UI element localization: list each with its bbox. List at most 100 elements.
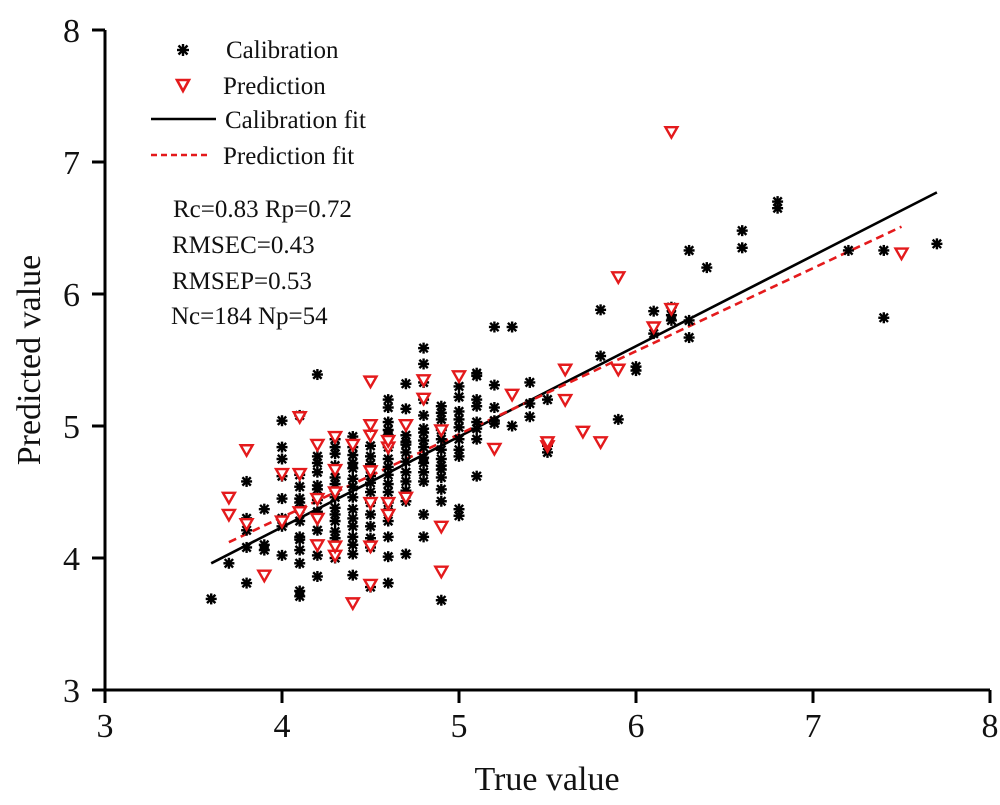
prediction-point: [557, 363, 574, 378]
calibration-point: [701, 262, 713, 274]
calibration-point: [365, 440, 376, 452]
calibration-point: [311, 570, 323, 582]
prediction-point: [256, 569, 273, 584]
calibration-point: [418, 531, 430, 543]
prediction-point: [592, 436, 609, 451]
calibration-point: [471, 470, 483, 482]
prediction-point: [220, 491, 237, 506]
x-ticks: 3 4 5 6 7 8: [97, 690, 999, 745]
calibration-point: [294, 515, 306, 527]
calibration-point: [382, 486, 394, 498]
calibration-point: [382, 551, 394, 563]
prediction-point: [397, 418, 414, 434]
prediction-point: [273, 467, 291, 482]
calibration-point: [630, 361, 642, 373]
prediction-point: [309, 492, 326, 508]
legend-item-prediction-fit: Prediction fit: [151, 143, 354, 170]
prediction-point: [380, 434, 397, 449]
calibration-point: [488, 415, 500, 427]
prediction-point: [291, 411, 308, 426]
prediction-point: [380, 496, 397, 511]
y-tick-label: 3: [63, 673, 80, 710]
calibration-point: [347, 531, 359, 543]
calibration-point: [382, 478, 394, 490]
calibration-point: [524, 376, 536, 388]
prediction-point: [327, 540, 344, 555]
calibration-point: [400, 456, 412, 468]
prediction-fit-line: [228, 225, 903, 544]
calibration-point: [400, 475, 412, 487]
calibration-point: [736, 225, 748, 237]
calibration-point: [311, 479, 323, 491]
calibration-point: [347, 457, 359, 469]
calibration-point: [258, 503, 270, 515]
prediction-point: [309, 438, 326, 453]
calibration-point: [488, 321, 500, 333]
calibration-point: [471, 394, 483, 406]
calibration-point: [400, 403, 412, 415]
legend-label-calibration-fit: Calibration fit: [225, 107, 366, 134]
prediction-point: [362, 465, 379, 480]
prediction-point: [645, 321, 662, 336]
calibration-point: [683, 332, 695, 344]
calibration-point: [347, 520, 359, 532]
prediction-point: [291, 467, 308, 482]
prediction-point: [362, 578, 379, 593]
calibration-point: [488, 379, 500, 391]
calibration-point: [453, 413, 465, 425]
calibration-point: [595, 304, 607, 316]
calibration-point: [347, 548, 359, 560]
calibration-point: [418, 457, 430, 469]
y-tick-label: 8: [63, 13, 80, 50]
prediction-point: [344, 438, 361, 453]
calibration-point: [294, 557, 306, 569]
prediction-point: [327, 486, 344, 501]
legend-label-prediction-fit: Prediction fit: [223, 143, 354, 170]
prediction-point: [433, 565, 450, 580]
calibration-point: [506, 420, 518, 432]
calibration-point: [453, 405, 465, 417]
calibration-point: [418, 466, 430, 478]
calibration-point: [329, 526, 341, 538]
calibration-point: [418, 409, 430, 421]
x-tick-label: 3: [97, 708, 114, 745]
stat-r-values: Rc=0.83 Rp=0.72: [173, 196, 352, 223]
calibration-point: [453, 444, 465, 456]
calibration-point: [488, 402, 500, 414]
legend-label-calibration: Calibration: [226, 37, 339, 64]
calibration-point: [435, 594, 447, 606]
calibration-point: [418, 358, 430, 370]
calibration-point: [471, 416, 483, 428]
calibration-point: [842, 244, 854, 256]
calibration-point: [612, 413, 624, 425]
prediction-point: [238, 517, 255, 533]
calibration-point: [542, 394, 553, 406]
calibration-point: [347, 503, 359, 515]
prediction-point: [327, 463, 344, 478]
calibration-point: [382, 402, 394, 414]
calibration-point: [347, 569, 359, 581]
calibration-point: [347, 491, 359, 503]
prediction-point: [415, 374, 432, 389]
calibration-point: [736, 242, 748, 254]
calibration-point: [400, 548, 412, 560]
calibration-point: [276, 549, 288, 561]
legend-item-calibration-fit: Calibration fit: [151, 107, 366, 134]
y-tick-label: 5: [63, 409, 80, 446]
prediction-point: [362, 540, 379, 555]
y-tick-label: 7: [63, 145, 80, 182]
calibration-point: [294, 481, 306, 493]
calibration-point: [400, 436, 412, 448]
prediction-point: [663, 302, 680, 317]
calibration-point: [435, 400, 447, 412]
calibration-point: [205, 593, 217, 605]
y-tick-label: 4: [63, 541, 80, 578]
calibration-point: [683, 244, 695, 256]
calibration-point: [276, 493, 288, 505]
calibration-point: [347, 512, 359, 524]
prediction-point: [273, 515, 291, 530]
calibration-point: [471, 433, 483, 445]
calibration-point: [418, 475, 430, 487]
calibration-point: [365, 520, 376, 532]
